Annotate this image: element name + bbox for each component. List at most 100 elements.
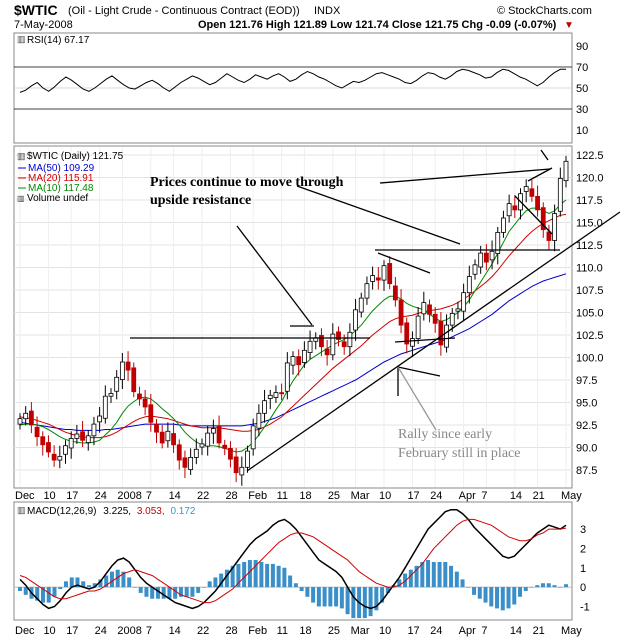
candlestick bbox=[444, 314, 449, 353]
candlestick bbox=[421, 291, 427, 321]
macd-histogram-bar bbox=[437, 561, 442, 588]
macd-tick: -1 bbox=[580, 601, 590, 613]
candle-body bbox=[108, 393, 114, 397]
macd-histogram-bar bbox=[345, 587, 350, 615]
candle-body bbox=[330, 333, 336, 356]
support-line-apr bbox=[394, 337, 456, 343]
candle-body bbox=[273, 392, 279, 398]
candlestick bbox=[176, 439, 182, 470]
date-label: 14 bbox=[169, 490, 181, 502]
macd-histogram-bar bbox=[161, 587, 166, 599]
date-label: 25 bbox=[328, 490, 340, 502]
candlestick bbox=[102, 385, 108, 424]
candlestick bbox=[370, 266, 376, 290]
date-label: 17 bbox=[407, 625, 419, 637]
date-label: 10 bbox=[43, 490, 55, 502]
macd-histogram-bar bbox=[293, 583, 298, 588]
candlestick bbox=[262, 389, 267, 423]
date-label: Apr bbox=[459, 625, 476, 637]
candlestick bbox=[46, 435, 51, 458]
hist-label-value: 0.172 bbox=[170, 506, 195, 517]
candle-body bbox=[245, 450, 250, 468]
candlestick bbox=[410, 331, 415, 358]
candlestick bbox=[387, 256, 393, 290]
candlestick bbox=[239, 456, 245, 486]
candlestick bbox=[51, 445, 57, 467]
candlestick bbox=[228, 441, 233, 468]
candlestick bbox=[557, 167, 563, 217]
candle-body bbox=[427, 304, 432, 315]
macd-histogram-bar bbox=[472, 587, 477, 595]
price-tick: 120.0 bbox=[576, 173, 604, 185]
candlestick bbox=[233, 447, 239, 483]
date-label: 24 bbox=[95, 625, 107, 637]
macd-histogram-bar bbox=[523, 587, 528, 591]
candlestick bbox=[171, 422, 176, 453]
macd-histogram-bar bbox=[351, 587, 356, 619]
candlestick bbox=[506, 194, 512, 223]
candlestick bbox=[381, 260, 387, 291]
candlestick bbox=[97, 407, 103, 433]
macd-tick: 3 bbox=[580, 524, 586, 536]
macd-histogram-bar bbox=[46, 587, 51, 603]
candlestick bbox=[80, 420, 85, 448]
macd-histogram-bar bbox=[506, 587, 511, 609]
candlestick bbox=[205, 425, 211, 456]
candlestick bbox=[466, 265, 472, 304]
candlestick bbox=[245, 445, 250, 473]
macd-histogram-bar bbox=[426, 560, 431, 588]
candlestick bbox=[546, 224, 552, 250]
date-axis: Dec 10 17 24 2008 7 14 22 28 Feb 11 18 25 Mar 10 17 24 Ap… bbox=[15, 490, 582, 502]
price-tick: 90.0 bbox=[576, 443, 597, 455]
macd-histogram-bar bbox=[288, 575, 293, 588]
candlestick bbox=[74, 425, 80, 444]
candle-body bbox=[148, 404, 154, 423]
stockcharts-watermark: © StockCharts.com bbox=[497, 5, 592, 17]
macd-histogram-bar bbox=[466, 587, 471, 588]
macd-histogram-bar bbox=[322, 587, 327, 607]
candlestick bbox=[210, 419, 216, 444]
price-tick: 95.0 bbox=[576, 398, 597, 410]
macd-histogram-bar bbox=[40, 587, 45, 603]
macd-histogram-bar bbox=[259, 561, 264, 588]
price-grid bbox=[14, 154, 572, 471]
candlestick bbox=[358, 292, 364, 318]
macd-tick: 1 bbox=[580, 563, 586, 575]
candle-body bbox=[364, 283, 370, 299]
candlestick bbox=[512, 195, 518, 218]
macd-histogram-bar bbox=[121, 571, 126, 588]
candle-body bbox=[250, 425, 256, 450]
macd-histogram-bar bbox=[495, 587, 500, 609]
candle-body bbox=[296, 356, 302, 366]
macd-histogram-bar bbox=[58, 587, 63, 590]
candle-body bbox=[188, 456, 194, 470]
candlestick bbox=[188, 448, 194, 475]
candle-body bbox=[233, 456, 239, 474]
macd-histogram-bar bbox=[230, 565, 235, 588]
candlestick bbox=[142, 389, 148, 416]
candlestick bbox=[279, 383, 285, 401]
candle-body bbox=[552, 213, 558, 241]
date-label: 10 bbox=[379, 490, 391, 502]
macd-histogram-bar bbox=[213, 577, 218, 588]
candle-body bbox=[410, 338, 415, 347]
candle-body bbox=[432, 313, 438, 324]
candle-body bbox=[341, 341, 347, 348]
candle-body bbox=[102, 395, 108, 419]
price-tick: 87.5 bbox=[576, 465, 597, 477]
date-label: 18 bbox=[299, 490, 311, 502]
apr-channel bbox=[377, 252, 431, 274]
date-label: 11 bbox=[277, 490, 288, 502]
macd-histogram-bar bbox=[184, 587, 189, 597]
date-label: 7 bbox=[481, 490, 487, 502]
macd-histogram-bar bbox=[518, 587, 523, 597]
candle-body bbox=[256, 412, 262, 429]
date-label: 17 bbox=[66, 490, 78, 502]
macd-histogram-bar bbox=[414, 565, 419, 588]
candle-body bbox=[159, 431, 165, 444]
trendline-annotations bbox=[130, 149, 620, 472]
price-tick: 105.0 bbox=[576, 308, 604, 320]
candle-body bbox=[267, 394, 273, 399]
macd-histogram-bar bbox=[207, 581, 212, 588]
candle-body bbox=[284, 362, 290, 392]
